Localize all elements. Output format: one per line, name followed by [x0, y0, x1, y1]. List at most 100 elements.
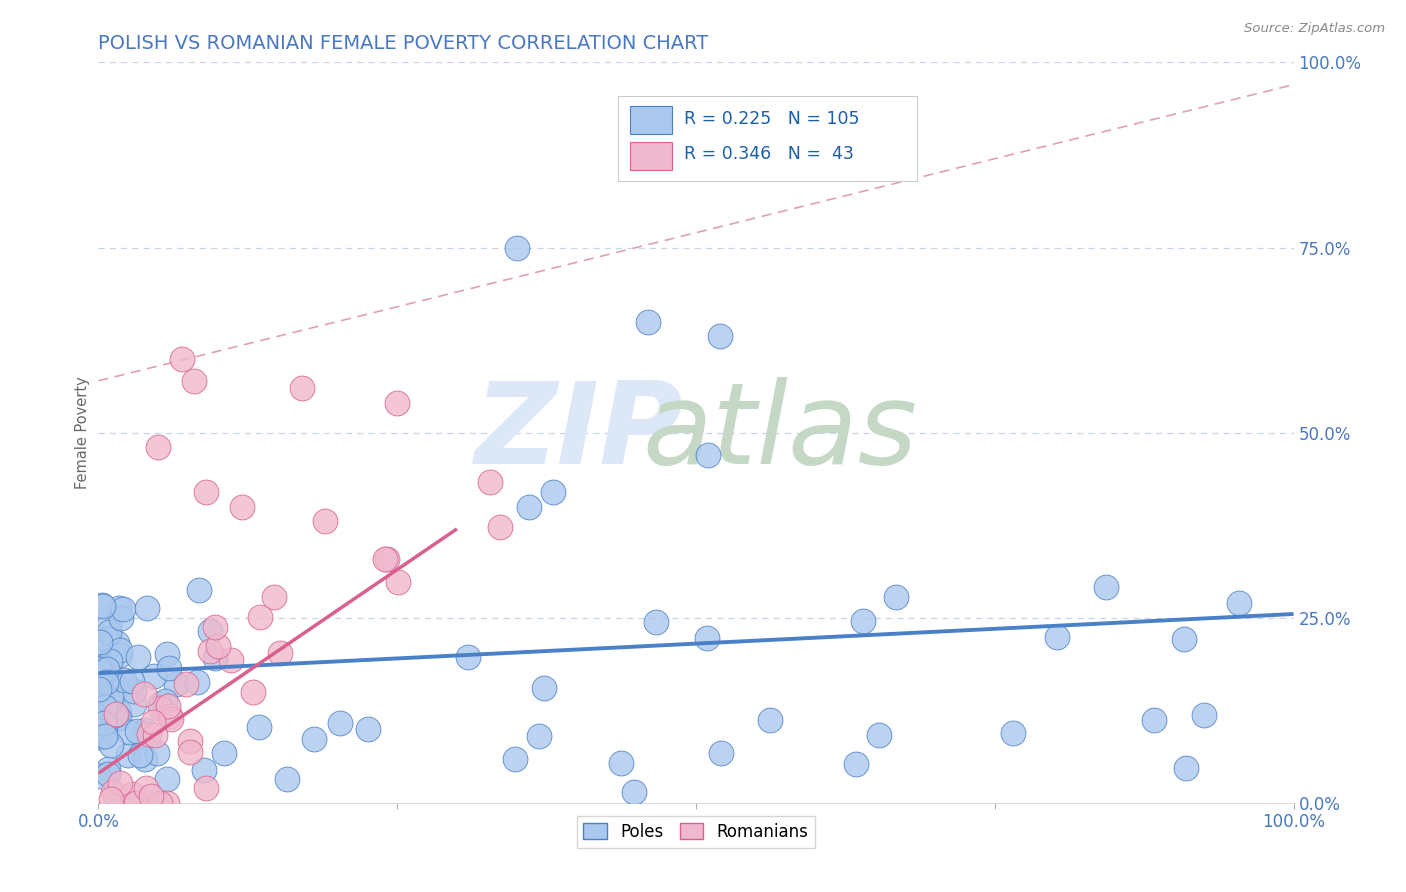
Point — [1173, 632, 1195, 647]
Point — [845, 757, 868, 772]
Point — [187, 582, 209, 597]
Point — [623, 784, 645, 798]
Point — [127, 650, 149, 665]
Point — [89, 635, 111, 649]
Legend: Poles, Romanians: Poles, Romanians — [576, 816, 815, 847]
Point — [149, 701, 172, 715]
Text: ZIP: ZIP — [475, 377, 683, 488]
FancyBboxPatch shape — [630, 142, 672, 169]
Point — [138, 727, 160, 741]
Point — [269, 646, 291, 660]
Point — [143, 668, 166, 682]
Point — [1046, 630, 1069, 644]
Point — [198, 644, 221, 658]
Point — [1143, 713, 1166, 727]
Point — [697, 448, 720, 462]
Point — [157, 661, 180, 675]
Point — [134, 752, 156, 766]
Point — [118, 725, 141, 739]
Point — [142, 714, 165, 729]
Point — [219, 653, 242, 667]
Point — [100, 738, 122, 752]
Point — [249, 610, 271, 624]
Point — [97, 714, 120, 728]
Point — [156, 796, 179, 810]
Point — [134, 723, 156, 737]
Point — [89, 663, 111, 677]
Point — [527, 729, 550, 743]
Point — [160, 712, 183, 726]
Point — [174, 677, 197, 691]
Point — [110, 610, 132, 624]
Point — [517, 500, 540, 514]
Point — [869, 728, 891, 742]
Point — [204, 650, 226, 665]
Point — [183, 374, 205, 388]
Point — [387, 574, 409, 589]
Point — [100, 674, 122, 689]
Point — [207, 640, 229, 654]
Point — [148, 441, 170, 455]
Point — [90, 666, 112, 681]
Point — [153, 694, 176, 708]
Point — [96, 726, 118, 740]
Point — [98, 654, 121, 668]
Point — [489, 520, 512, 534]
Point — [302, 731, 325, 746]
Point — [96, 705, 118, 719]
Point — [87, 655, 110, 669]
Text: R = 0.346   N =  43: R = 0.346 N = 43 — [685, 145, 853, 163]
Point — [172, 351, 194, 366]
Point — [156, 772, 179, 786]
Point — [136, 600, 159, 615]
Point — [637, 314, 659, 328]
Point — [263, 590, 285, 604]
Point — [93, 716, 115, 731]
Point — [96, 662, 118, 676]
Point — [457, 650, 479, 665]
Point — [159, 709, 181, 723]
Point — [179, 745, 201, 759]
Point — [146, 747, 169, 761]
Point — [104, 707, 127, 722]
Point — [110, 648, 132, 662]
Point — [212, 747, 235, 761]
Point — [129, 748, 152, 763]
Point — [112, 673, 135, 688]
Point — [89, 731, 111, 745]
Point — [1001, 726, 1024, 740]
Point — [127, 724, 149, 739]
Point — [533, 681, 555, 695]
Point — [111, 602, 134, 616]
Point — [204, 619, 226, 633]
Point — [1094, 581, 1116, 595]
Point — [121, 674, 143, 689]
Point — [1192, 707, 1215, 722]
FancyBboxPatch shape — [630, 106, 672, 135]
Point — [179, 734, 201, 748]
Point — [97, 762, 120, 776]
Point — [121, 787, 143, 801]
Point — [503, 752, 526, 766]
Text: R = 0.225   N = 105: R = 0.225 N = 105 — [685, 110, 859, 128]
Point — [479, 475, 502, 490]
Point — [357, 723, 380, 737]
Point — [101, 785, 124, 799]
Point — [100, 792, 122, 806]
Point — [541, 484, 564, 499]
Point — [193, 763, 215, 777]
Point — [710, 746, 733, 760]
Point — [139, 789, 162, 803]
Point — [149, 796, 172, 810]
Point — [98, 695, 121, 709]
Point — [93, 677, 115, 691]
Point — [89, 769, 111, 783]
Point — [108, 705, 131, 719]
Point — [97, 766, 120, 780]
Point — [291, 381, 314, 395]
Point — [195, 484, 218, 499]
Point — [709, 329, 731, 343]
Point — [100, 690, 122, 704]
Point — [107, 710, 129, 724]
Point — [87, 662, 110, 676]
